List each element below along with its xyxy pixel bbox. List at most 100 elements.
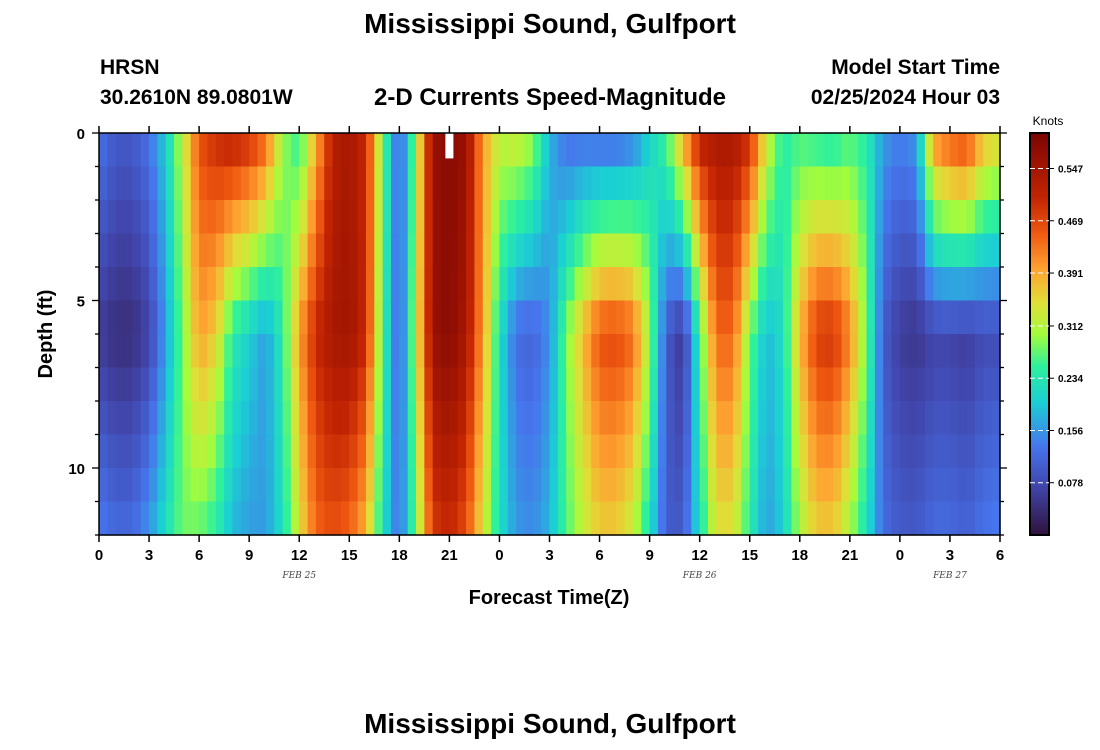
heatmap-cell xyxy=(107,133,117,168)
heatmap-cell xyxy=(691,434,701,469)
heatmap-cell xyxy=(599,434,609,469)
heatmap-cell xyxy=(691,501,701,536)
heatmap-cell xyxy=(124,401,133,436)
heatmap-cell xyxy=(991,133,1001,168)
heatmap-cell xyxy=(741,334,751,369)
heatmap-cell xyxy=(215,267,225,302)
heatmap-cell xyxy=(866,468,876,503)
heatmap-cell xyxy=(783,401,793,436)
heatmap-cell xyxy=(357,133,367,168)
heatmap-cell xyxy=(107,300,117,335)
x-tick-label: 12 xyxy=(691,547,708,564)
heatmap-cell xyxy=(165,133,175,168)
heatmap-cell xyxy=(607,401,617,436)
heatmap-cell xyxy=(891,401,901,436)
heatmap-cell xyxy=(390,334,400,369)
heatmap-cell xyxy=(724,468,734,503)
heatmap-cell xyxy=(499,233,509,268)
heatmap-cell xyxy=(432,367,442,402)
heatmap-cell xyxy=(974,166,984,201)
heatmap-cell xyxy=(758,434,767,469)
current-time-marker xyxy=(445,133,454,159)
heatmap-cell xyxy=(682,434,692,469)
heatmap-cell xyxy=(557,334,567,369)
heatmap-cell xyxy=(115,267,125,302)
heatmap-cell xyxy=(783,334,793,369)
heatmap-cell xyxy=(365,434,375,469)
heatmap-cell xyxy=(99,267,108,302)
heatmap-cell xyxy=(716,468,726,503)
heatmap-cell xyxy=(390,200,400,235)
colorbar-tick-label: 0.234 xyxy=(1058,374,1083,385)
heatmap-cell xyxy=(866,267,876,302)
heatmap-cell xyxy=(908,200,918,235)
heatmap-cell xyxy=(307,468,317,503)
heatmap-cell xyxy=(557,468,567,503)
heatmap-cell xyxy=(491,334,501,369)
colorbar-tick-label: 0.156 xyxy=(1058,426,1083,437)
heatmap-cell xyxy=(741,434,751,469)
heatmap-cell xyxy=(449,401,459,436)
heatmap-cell xyxy=(299,267,309,302)
heatmap-cell xyxy=(908,267,918,302)
heatmap-cell xyxy=(741,501,751,536)
heatmap-cell xyxy=(182,501,192,536)
heatmap-cell xyxy=(265,334,275,369)
heatmap-cell xyxy=(499,401,509,436)
heatmap-cell xyxy=(99,133,108,168)
heatmap-cell xyxy=(891,367,901,402)
heatmap-cell xyxy=(466,133,476,168)
x-tick-label: 12 xyxy=(291,547,308,564)
heatmap-cell xyxy=(499,133,509,168)
heatmap-cell xyxy=(365,334,375,369)
heatmap-cell xyxy=(749,267,759,302)
heatmap-cell xyxy=(265,300,275,335)
heatmap-cell xyxy=(457,200,467,235)
heatmap-cell xyxy=(466,434,476,469)
heatmap-cell xyxy=(741,267,751,302)
heatmap-cell xyxy=(424,267,434,302)
heatmap-cell xyxy=(165,267,175,302)
heatmap-cell xyxy=(441,468,450,503)
heatmap-cell xyxy=(307,434,317,469)
heatmap-cell xyxy=(307,233,317,268)
heatmap-cell xyxy=(549,434,559,469)
heatmap-cell xyxy=(816,267,826,302)
heatmap-cell xyxy=(774,334,784,369)
heatmap-cell xyxy=(307,133,317,168)
heatmap-cell xyxy=(733,401,742,436)
heatmap-cell xyxy=(240,300,250,335)
heatmap-cell xyxy=(340,367,350,402)
heatmap-cell xyxy=(224,501,234,536)
heatmap-cell xyxy=(307,300,317,335)
heatmap-cell xyxy=(624,233,634,268)
heatmap-cell xyxy=(365,166,375,201)
heatmap-cell xyxy=(190,300,200,335)
heatmap-cell xyxy=(824,200,834,235)
y-axis-label: Depth (ft) xyxy=(35,290,57,379)
heatmap-cell xyxy=(833,501,843,536)
heatmap-cell xyxy=(574,401,584,436)
heatmap-cell xyxy=(908,468,918,503)
heatmap-cell xyxy=(891,501,901,536)
heatmap-cell xyxy=(941,401,951,436)
heatmap-cell xyxy=(232,200,242,235)
heatmap-cell xyxy=(974,133,984,168)
heatmap-cell xyxy=(791,233,801,268)
heatmap-cell xyxy=(566,401,576,436)
heatmap-cell xyxy=(474,200,484,235)
heatmap-cell xyxy=(374,133,384,168)
heatmap-cell xyxy=(849,233,859,268)
heatmap-cell xyxy=(616,501,626,536)
heatmap-cell xyxy=(274,267,284,302)
heatmap-cell xyxy=(140,468,150,503)
heatmap-cell xyxy=(432,468,442,503)
heatmap-cell xyxy=(340,233,350,268)
heatmap-cell xyxy=(682,334,692,369)
heatmap-cell xyxy=(699,334,709,369)
heatmap-cell xyxy=(841,434,851,469)
heatmap-cell xyxy=(357,468,367,503)
heatmap-cell xyxy=(549,401,559,436)
heatmap-cell xyxy=(899,468,909,503)
heatmap-cell xyxy=(290,166,300,201)
